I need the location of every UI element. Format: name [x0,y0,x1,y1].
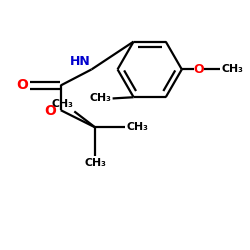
Text: CH₃: CH₃ [51,100,73,110]
Text: HN: HN [70,55,90,68]
Text: O: O [44,104,56,118]
Text: CH₃: CH₃ [90,94,111,104]
Text: CH₃: CH₃ [221,64,243,74]
Text: O: O [194,63,204,76]
Text: CH₃: CH₃ [126,122,148,132]
Text: O: O [16,78,28,92]
Text: CH₃: CH₃ [84,158,106,168]
